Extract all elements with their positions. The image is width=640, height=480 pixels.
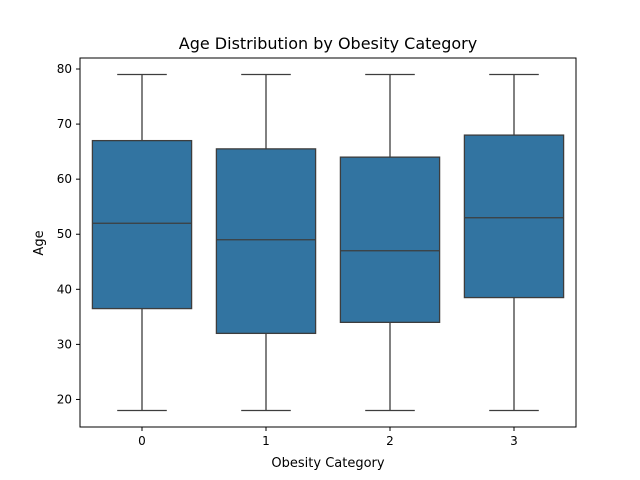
y-tick-label: 20 [57,392,72,406]
y-tick-label: 80 [57,62,72,76]
y-tick-label: 70 [57,117,72,131]
plot-frame [79,57,577,428]
y-tick-label: 60 [57,172,72,186]
box-3 [463,134,565,299]
box-0 [91,139,193,310]
x-tick-label: 3 [510,434,518,448]
x-tick-label: 0 [138,434,146,448]
x-axis-label: Obesity Category [271,456,384,471]
plot-area: 20 30 40 50 60 70 80 0 1 2 3 [57,57,577,448]
x-tick-label: 1 [262,434,270,448]
chart-title: Age Distribution by Obesity Category [179,34,477,53]
y-tick-label: 40 [57,282,72,296]
y-tick-label: 30 [57,337,72,351]
x-tick-label: 2 [386,434,394,448]
box-1 [215,148,317,335]
y-tick-label: 50 [57,227,72,241]
y-axis-label: Age [32,230,47,255]
box-2 [339,156,441,324]
